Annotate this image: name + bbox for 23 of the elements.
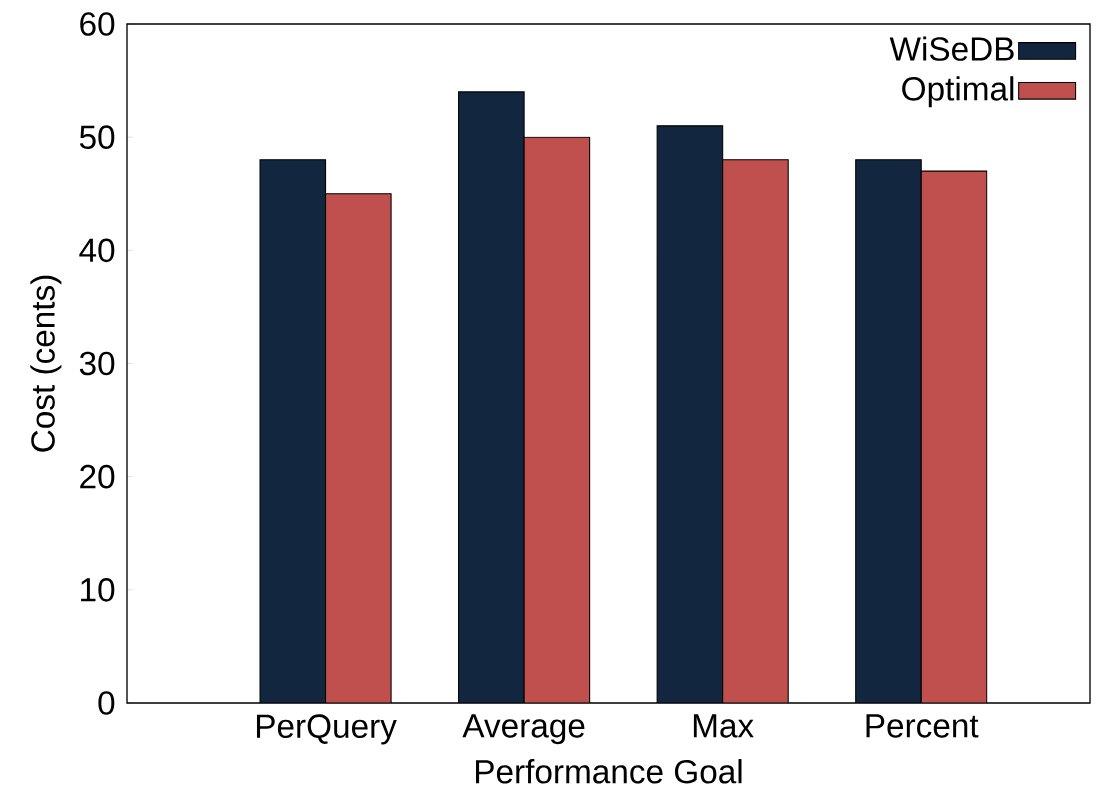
- y-tick-label: 60: [80, 12, 115, 36]
- bar: [523, 136, 591, 703]
- bar: [656, 125, 724, 703]
- bar: [855, 159, 922, 703]
- legend-label: Optimal: [902, 76, 1014, 108]
- bar: [325, 193, 392, 703]
- x-tick-label: Percent: [866, 714, 979, 738]
- y-tick-label: 20: [80, 464, 115, 489]
- legend-label: WiSeDB: [889, 36, 1014, 61]
- y-tick-label: 40: [79, 238, 115, 263]
- y-tick-label: 50: [79, 125, 115, 149]
- bar: [722, 159, 789, 703]
- x-tick-label: Max: [693, 714, 754, 738]
- x-tick-label: PerQuery: [256, 714, 397, 745]
- y-tick-label: 0: [98, 691, 115, 715]
- bar: [920, 170, 988, 703]
- x-tick-label: Average: [462, 714, 585, 745]
- y-axis-title: Cost (cents): [30, 275, 62, 452]
- bar: [259, 159, 327, 703]
- y-tick-label: 30: [79, 351, 115, 376]
- y-tick-label: 10: [81, 578, 115, 602]
- x-axis-title: Performance Goal: [476, 759, 742, 784]
- bar: [458, 91, 525, 703]
